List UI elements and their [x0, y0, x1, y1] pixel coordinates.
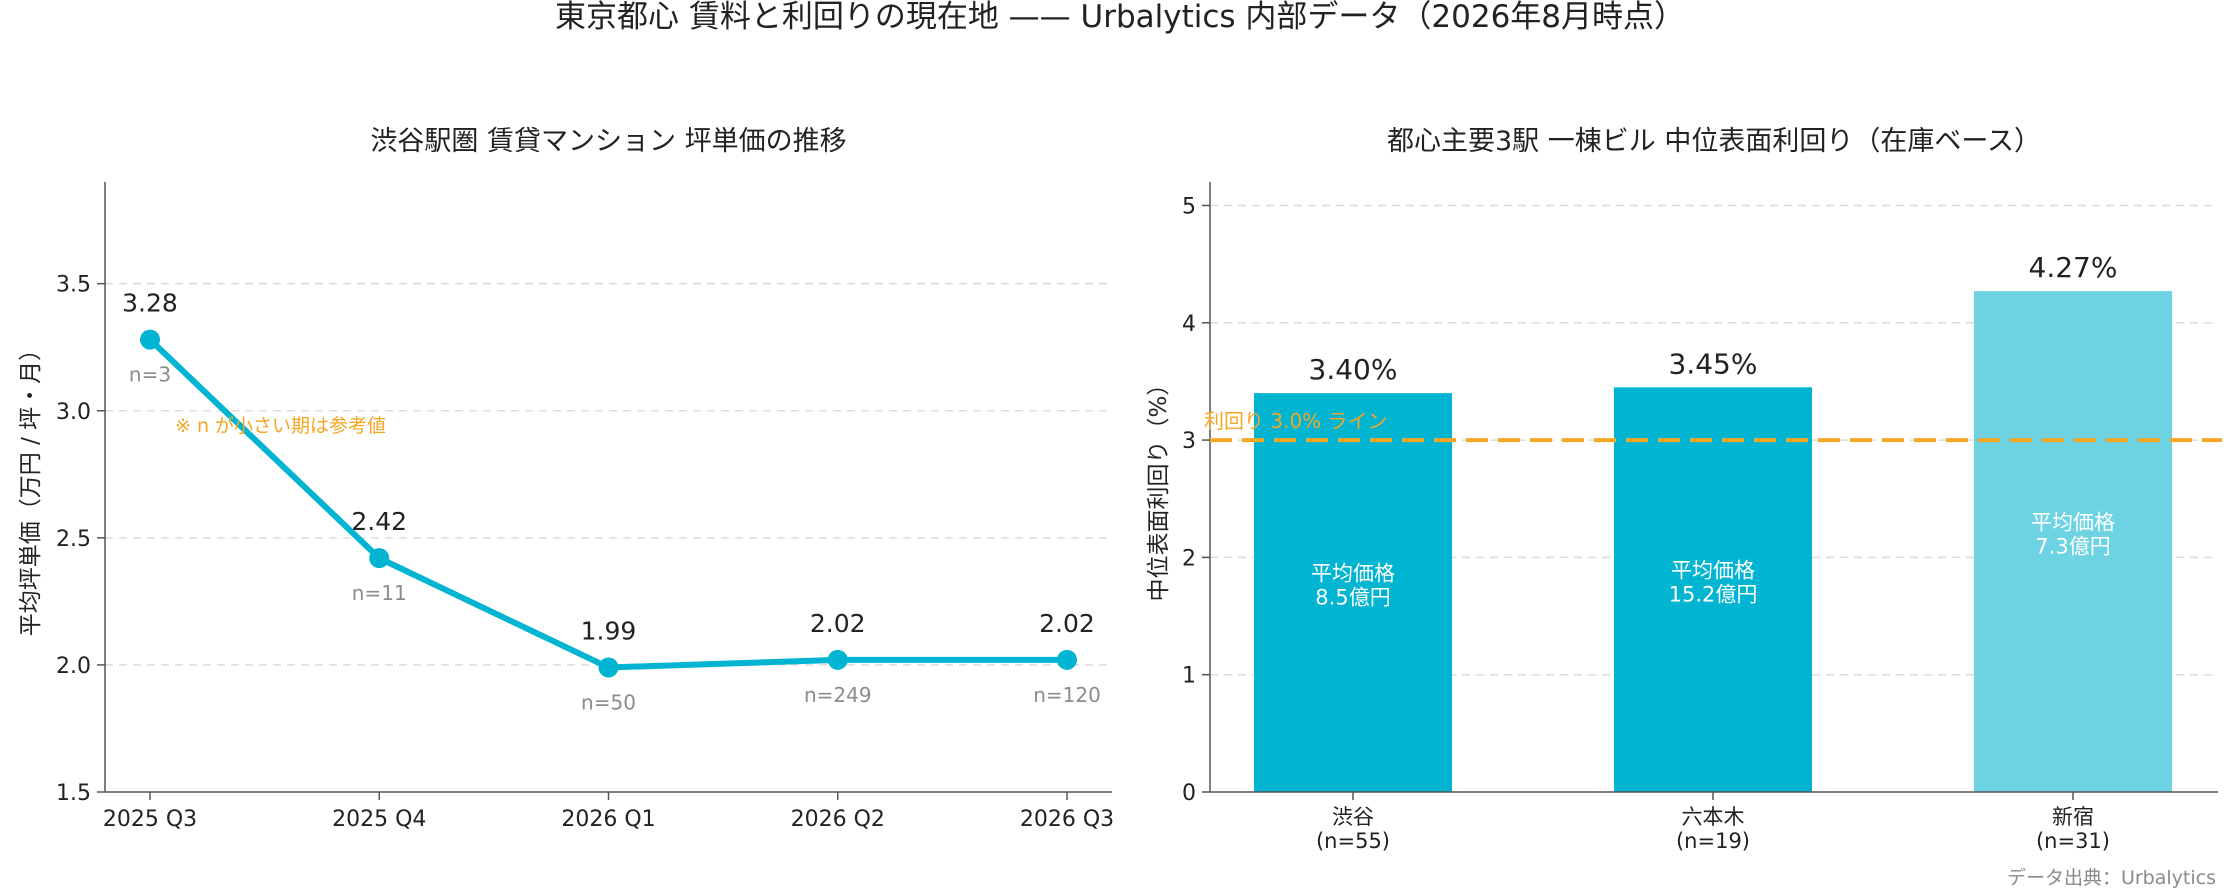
x-tick-count: (n=19) [1676, 829, 1750, 853]
y-tick-label: 3 [1182, 429, 1196, 454]
data-point [827, 649, 848, 670]
data-point [369, 548, 390, 569]
y-tick-label: 2.0 [56, 654, 91, 679]
data-value-label: 2.42 [351, 507, 407, 536]
bar [1254, 393, 1452, 792]
x-tick-label: 2025 Q4 [332, 807, 426, 832]
y-axis-label: 中位表面利回り（%） [1146, 373, 1172, 602]
y-tick-label: 4 [1182, 312, 1196, 337]
bar-inner-label: 平均価格 [1311, 562, 1395, 586]
bar-value-label: 3.45% [1669, 347, 1758, 380]
x-tick-count: (n=31) [2036, 829, 2110, 853]
y-axis-label: 平均坪単価（万円 / 坪・月） [18, 338, 44, 636]
bar-chart-title: 都心主要3駅 一棟ビル 中位表面利回り（在庫ベース） [1387, 126, 2041, 157]
x-tick-label: 渋谷 [1332, 805, 1374, 829]
sample-size-label: n=120 [1033, 683, 1101, 707]
data-value-label: 3.28 [122, 289, 178, 318]
chart-annotation: ※ n が小さい期は参考値 [175, 415, 386, 437]
data-value-label: 2.02 [810, 609, 866, 638]
bar [1974, 291, 2172, 792]
line-chart-title: 渋谷駅圏 賃貸マンション 坪単価の推移 [370, 126, 846, 157]
y-tick-label: 0 [1182, 781, 1196, 806]
x-tick-label: 2025 Q3 [103, 807, 197, 832]
x-tick-label: 2026 Q1 [561, 807, 655, 832]
y-tick-label: 3.0 [56, 400, 91, 425]
bar-inner-label: 平均価格 [1671, 559, 1755, 583]
bar-inner-label: 平均価格 [2031, 511, 2115, 535]
x-tick-label: 2026 Q3 [1020, 807, 1114, 832]
reference-line-label: 利回り 3.0% ライン [1204, 409, 1388, 433]
x-tick-label: 六本木 [1682, 805, 1745, 829]
page-title: 東京都心 賃料と利回りの現在地 —— Urbalytics 内部データ（2026… [554, 0, 1686, 35]
y-tick-label: 1 [1182, 664, 1196, 689]
data-value-label: 2.02 [1039, 609, 1095, 638]
data-value-label: 1.99 [581, 616, 637, 645]
bar-inner-value: 8.5億円 [1315, 586, 1390, 610]
sample-size-label: n=3 [129, 363, 171, 387]
sample-size-label: n=50 [581, 690, 636, 714]
data-point [140, 329, 160, 350]
y-tick-label: 2.5 [56, 527, 91, 552]
y-tick-label: 5 [1182, 194, 1196, 219]
x-tick-label: 2026 Q2 [791, 807, 885, 832]
y-tick-label: 1.5 [56, 781, 91, 806]
x-tick-count: (n=55) [1316, 829, 1390, 853]
bar-inner-value: 7.3億円 [2035, 535, 2110, 559]
data-point [598, 657, 619, 678]
y-tick-label: 2 [1182, 546, 1196, 571]
bar-value-label: 4.27% [2029, 251, 2118, 284]
sample-size-label: n=249 [804, 683, 872, 707]
data-source: データ出典：Urbalytics [2006, 867, 2216, 889]
sample-size-label: n=11 [352, 581, 407, 605]
bar [1614, 387, 1812, 792]
bar-value-label: 3.40% [1309, 353, 1398, 386]
y-tick-label: 3.5 [56, 273, 91, 298]
data-point [1057, 649, 1077, 670]
bar-inner-value: 15.2億円 [1669, 583, 1758, 607]
x-tick-label: 新宿 [2052, 805, 2094, 829]
